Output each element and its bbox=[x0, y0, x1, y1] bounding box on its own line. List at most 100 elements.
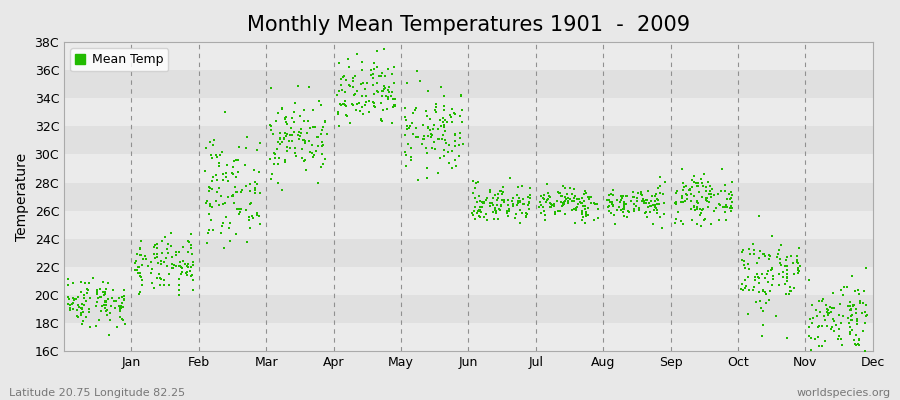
Point bbox=[231, 210, 246, 217]
Point bbox=[452, 141, 466, 148]
Point bbox=[234, 205, 248, 212]
Point bbox=[225, 170, 239, 176]
Point bbox=[673, 198, 688, 205]
Point bbox=[657, 211, 671, 218]
Point bbox=[417, 132, 431, 139]
Point bbox=[253, 221, 267, 228]
Point bbox=[452, 142, 466, 149]
Point bbox=[679, 191, 693, 197]
Point bbox=[67, 300, 81, 306]
Point bbox=[75, 321, 89, 328]
Point bbox=[153, 275, 167, 282]
Point bbox=[604, 191, 618, 197]
Point bbox=[291, 131, 305, 138]
Point bbox=[814, 342, 829, 349]
Point bbox=[114, 303, 129, 310]
Point bbox=[765, 265, 779, 271]
Point bbox=[634, 190, 648, 197]
Point bbox=[420, 123, 435, 130]
Point bbox=[843, 298, 858, 305]
Point bbox=[272, 154, 286, 161]
Point bbox=[437, 102, 452, 109]
Point bbox=[318, 118, 332, 125]
Point bbox=[292, 136, 306, 142]
Point bbox=[180, 272, 194, 278]
Point bbox=[644, 203, 658, 209]
Point bbox=[750, 260, 764, 266]
Point bbox=[856, 300, 870, 306]
Point bbox=[693, 206, 707, 212]
Point bbox=[104, 302, 119, 309]
Point bbox=[756, 287, 770, 293]
Point bbox=[133, 238, 148, 244]
Point bbox=[130, 266, 145, 273]
Point bbox=[419, 113, 434, 120]
Point bbox=[287, 99, 302, 106]
Point bbox=[579, 213, 593, 220]
Point bbox=[184, 268, 198, 274]
Point bbox=[780, 274, 795, 280]
Point bbox=[781, 291, 796, 298]
Point bbox=[632, 204, 646, 211]
Point bbox=[724, 199, 739, 206]
Point bbox=[707, 192, 722, 198]
Point bbox=[690, 200, 705, 206]
Point bbox=[724, 195, 738, 202]
Point bbox=[658, 179, 672, 185]
Point bbox=[805, 302, 819, 308]
Point bbox=[446, 110, 461, 116]
Point bbox=[318, 156, 332, 163]
Point bbox=[382, 84, 396, 90]
Point bbox=[366, 70, 381, 77]
Point bbox=[185, 277, 200, 283]
Point bbox=[687, 172, 701, 179]
Point bbox=[764, 266, 778, 272]
Point bbox=[348, 73, 363, 79]
Point bbox=[812, 342, 826, 349]
Point bbox=[299, 166, 313, 173]
Point bbox=[494, 188, 508, 194]
Point bbox=[551, 188, 565, 195]
Point bbox=[313, 131, 328, 137]
Point bbox=[264, 84, 278, 91]
Point bbox=[712, 217, 726, 223]
Point bbox=[717, 208, 732, 215]
Point bbox=[238, 206, 253, 213]
Point bbox=[523, 192, 537, 199]
Point bbox=[144, 270, 158, 276]
Point bbox=[606, 191, 620, 198]
Point bbox=[132, 264, 147, 270]
Point bbox=[136, 256, 150, 262]
Point bbox=[172, 249, 186, 255]
Point bbox=[500, 210, 514, 216]
Point bbox=[556, 202, 571, 208]
Point bbox=[617, 206, 632, 212]
Point bbox=[859, 313, 873, 319]
Point bbox=[791, 260, 806, 266]
Point bbox=[294, 126, 309, 132]
Point bbox=[791, 270, 806, 276]
Point bbox=[75, 300, 89, 307]
Point bbox=[486, 195, 500, 202]
Point bbox=[776, 274, 790, 280]
Point bbox=[355, 93, 369, 100]
Point bbox=[171, 292, 185, 298]
Point bbox=[214, 193, 229, 199]
Point bbox=[147, 285, 161, 291]
Point bbox=[165, 254, 179, 260]
Point bbox=[741, 310, 755, 317]
Point bbox=[103, 309, 117, 316]
Point bbox=[227, 158, 241, 164]
Point bbox=[552, 190, 566, 197]
Point bbox=[427, 139, 441, 145]
Point bbox=[616, 202, 631, 208]
Point bbox=[517, 201, 531, 207]
Point bbox=[643, 208, 657, 215]
Point bbox=[437, 128, 452, 134]
Point bbox=[357, 86, 372, 92]
Point bbox=[465, 178, 480, 184]
Point bbox=[851, 335, 866, 342]
Point bbox=[752, 248, 767, 254]
Point bbox=[472, 214, 487, 221]
Point bbox=[473, 198, 488, 204]
